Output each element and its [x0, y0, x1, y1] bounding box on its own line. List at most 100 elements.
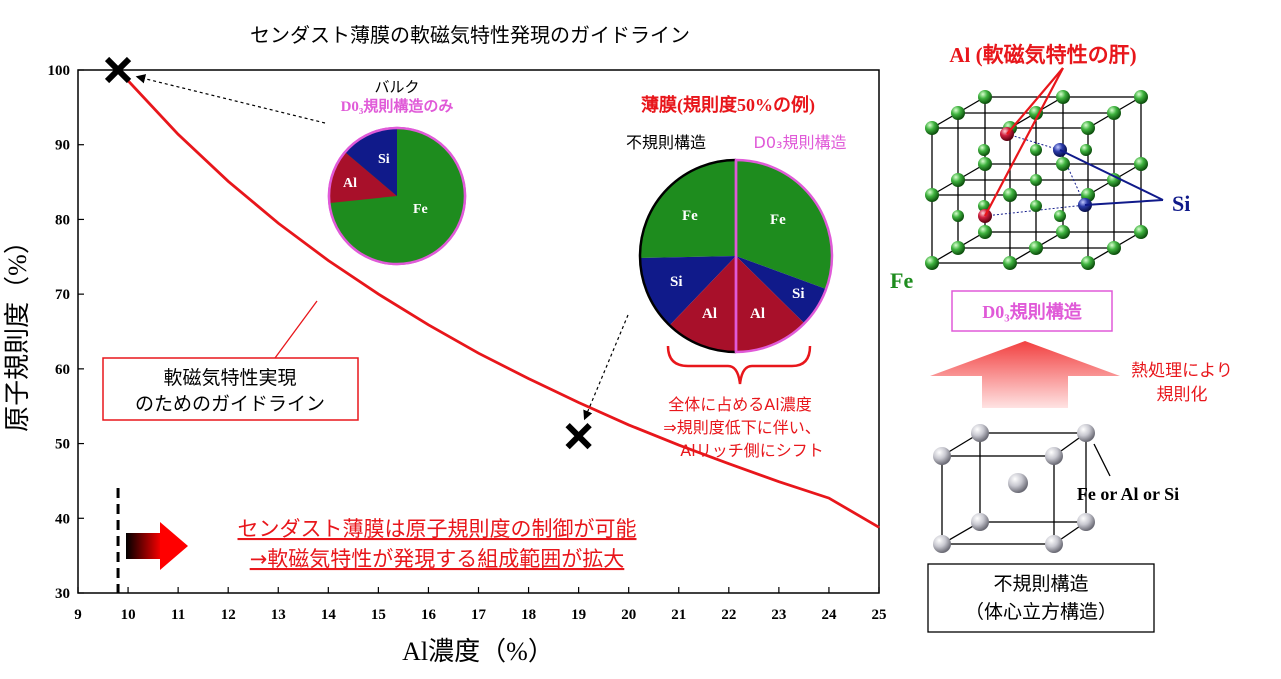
curve-point	[427, 324, 429, 326]
d03-box-label: D0₃規則構造	[982, 301, 1081, 322]
y-tick-label: 30	[55, 586, 70, 602]
bulk-pie-label-al: Al	[343, 176, 357, 191]
brace-note-3: Alリッチ側にシフト	[680, 441, 823, 460]
curve-point	[728, 463, 730, 465]
x-marker-bulk	[104, 56, 132, 84]
curve-point	[578, 401, 580, 403]
y-axis-label: 原子規則度（%）	[3, 228, 32, 432]
thin-pie-left-al	[669, 256, 736, 353]
thin-pie-left-outline	[638, 158, 737, 354]
guideline-text-1: 軟磁気特性実現	[163, 367, 296, 389]
y-tick-label: 70	[55, 287, 70, 303]
curve-point	[177, 133, 179, 135]
atom-label: Fe or Al or Si	[1077, 484, 1179, 504]
curve-point	[528, 378, 530, 380]
bulk-pie-slice-al	[329, 152, 397, 203]
curve-point	[227, 180, 229, 182]
x-tick-label: 14	[321, 607, 337, 623]
y-tick-label: 80	[55, 212, 70, 228]
bulk-pie-label-fe: Fe	[413, 202, 428, 217]
curve-point	[678, 444, 680, 446]
d03-lattice	[925, 67, 1164, 270]
thin-pie-left-si	[640, 256, 736, 326]
thin-pie-left-fe2	[639, 256, 736, 258]
y-tick-label: 50	[55, 437, 70, 453]
x-tick-label: 18	[521, 607, 536, 623]
guideline-box	[102, 357, 359, 421]
x-tick-label: 20	[621, 607, 636, 623]
x-tick-label: 17	[471, 607, 487, 623]
bcc-box-line-1: 不規則構造	[993, 573, 1088, 595]
dashed-arrow-thin	[583, 314, 629, 421]
bcc-box-line-2: （体心立方構造）	[965, 601, 1117, 623]
x-tick-label: 24	[821, 607, 837, 623]
al-title: Al (軟磁気特性の肝)	[949, 43, 1136, 67]
thin-pie-label-fe-right: Fe	[770, 212, 786, 228]
x-tick-label: 11	[171, 607, 185, 623]
brace-note-1: 全体に占めるAl濃度	[668, 395, 811, 414]
x-tick-label: 21	[671, 607, 686, 623]
bulk-subtitle: D0₃規則構造のみ	[341, 97, 454, 115]
thin-film-pie: Fe Si Al Fe Si Al	[638, 158, 834, 354]
x-tick-label: 19	[571, 607, 586, 623]
ordered-label: D0₃規則構造	[754, 133, 847, 152]
x-tick-label: 23	[771, 607, 786, 623]
bulk-pie-slice-fe	[330, 127, 466, 264]
x-marker-stroke	[104, 56, 132, 84]
y-tick-label: 100	[48, 63, 71, 79]
curve-point	[778, 481, 780, 483]
y-tick-label: 90	[55, 138, 70, 154]
guideline-leader	[274, 300, 318, 359]
y-tick-label: 60	[55, 362, 70, 378]
guideline-text-2: のためのガイドライン	[135, 393, 325, 415]
thin-pie-right-fe	[736, 160, 832, 289]
thin-pie-label-si-left: Si	[670, 274, 683, 290]
brace	[666, 345, 812, 385]
dashed-arrow-bulk	[135, 74, 326, 124]
bcc-box	[927, 563, 1155, 633]
y-axis-ticks: 30 40 50 60 70 80 90 100	[48, 63, 84, 602]
thin-film-title: 薄膜(規則度50%の例)	[641, 94, 815, 116]
gradient-arrow-body	[126, 533, 162, 559]
gradient-arrow-head	[160, 522, 188, 570]
chart-title: センダスト薄膜の軟磁気特性発現のガイドライン	[250, 23, 690, 47]
x-tick-label: 15	[371, 607, 386, 623]
x-tick-label: 22	[721, 607, 736, 623]
x-tick-label: 9	[74, 607, 82, 623]
x-marker-stroke	[565, 422, 592, 450]
brace-note-2: ⇒規則度低下に伴い、	[663, 418, 820, 437]
si-label: Si	[1172, 191, 1190, 216]
thin-pie-label-fe-left: Fe	[682, 208, 698, 224]
curve-point	[878, 526, 880, 528]
x-tick-label: 10	[121, 607, 136, 623]
bulk-pie-slice-si	[345, 127, 397, 196]
x-marker-thin	[565, 422, 592, 450]
thin-pie-left-fe	[640, 160, 736, 256]
thin-pie-right-outline	[734, 158, 834, 354]
disordered-label: 不規則構造	[626, 133, 706, 152]
curve-point	[377, 293, 379, 295]
x-axis-ticks: 9 10 11 12 13 14 15 16 17 18 19 20 21 22 23 24 25	[74, 587, 887, 623]
conclusion-line-2: →軟磁気特性が発現する組成範囲が拡大	[250, 547, 625, 571]
thin-pie-label-al-left: Al	[702, 306, 717, 322]
thin-pie-right-si	[736, 256, 826, 323]
x-axis-label: Al濃度（%）	[402, 637, 554, 666]
y-tick-label: 40	[55, 511, 70, 527]
curve-point	[478, 352, 479, 354]
x-tick-label: 13	[271, 607, 286, 623]
thin-pie-right-al	[736, 256, 804, 352]
x-tick-label: 16	[421, 607, 437, 623]
d03-box	[951, 290, 1113, 332]
heat-arrow	[930, 341, 1120, 408]
bulk-pie-label-si: Si	[378, 152, 390, 167]
fe-label: Fe	[890, 268, 913, 293]
heat-note-2: 規則化	[1157, 385, 1208, 405]
curve-point	[327, 260, 329, 262]
bulk-pie: Si Al Fe	[327, 126, 467, 266]
curve-point	[828, 497, 830, 499]
x-tick-label: 25	[872, 607, 887, 623]
bulk-title: バルク	[374, 78, 419, 96]
curve-point	[277, 222, 279, 224]
heat-note-1: 熱処理により	[1131, 361, 1233, 381]
